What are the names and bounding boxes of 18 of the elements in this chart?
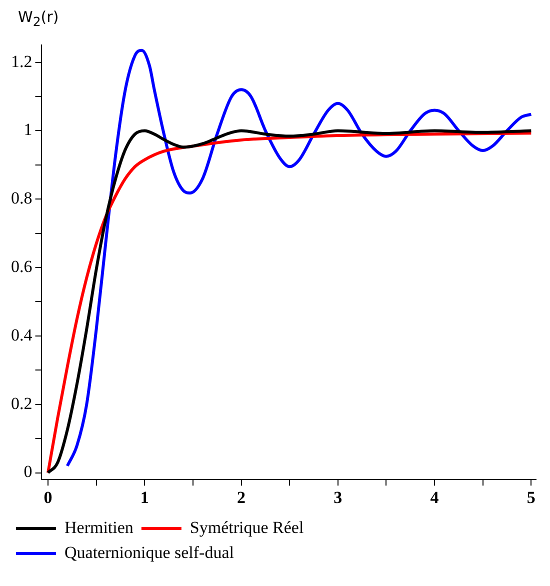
legend-label: Hermitien bbox=[64, 518, 134, 537]
x-tick-label: 5 bbox=[526, 488, 536, 508]
y-tick-label: 1.2 bbox=[11, 52, 32, 71]
x-tick-label: 0 bbox=[44, 488, 52, 508]
y-tick-label: 0 bbox=[24, 462, 32, 482]
x-tick-label: 2 bbox=[237, 488, 246, 508]
x-tick-label: 4 bbox=[430, 488, 440, 508]
y-tick-label: 0.4 bbox=[11, 325, 33, 344]
y-axis-title: W$_{2}$(r) bbox=[17, 8, 60, 31]
legend-label: Symétrique Réel bbox=[190, 518, 304, 537]
x-tick-label: 3 bbox=[334, 488, 342, 508]
y-tick-label: 0.8 bbox=[11, 188, 32, 208]
legend-label: Quaternionique self-dual bbox=[64, 542, 234, 562]
y-tick-label: 1 bbox=[24, 120, 32, 140]
line-series bbox=[66, 48, 533, 468]
y-tick-label: 0.6 bbox=[11, 257, 32, 276]
y-tick-label: 0.2 bbox=[11, 394, 32, 413]
x-tick-label: 1 bbox=[140, 488, 149, 508]
